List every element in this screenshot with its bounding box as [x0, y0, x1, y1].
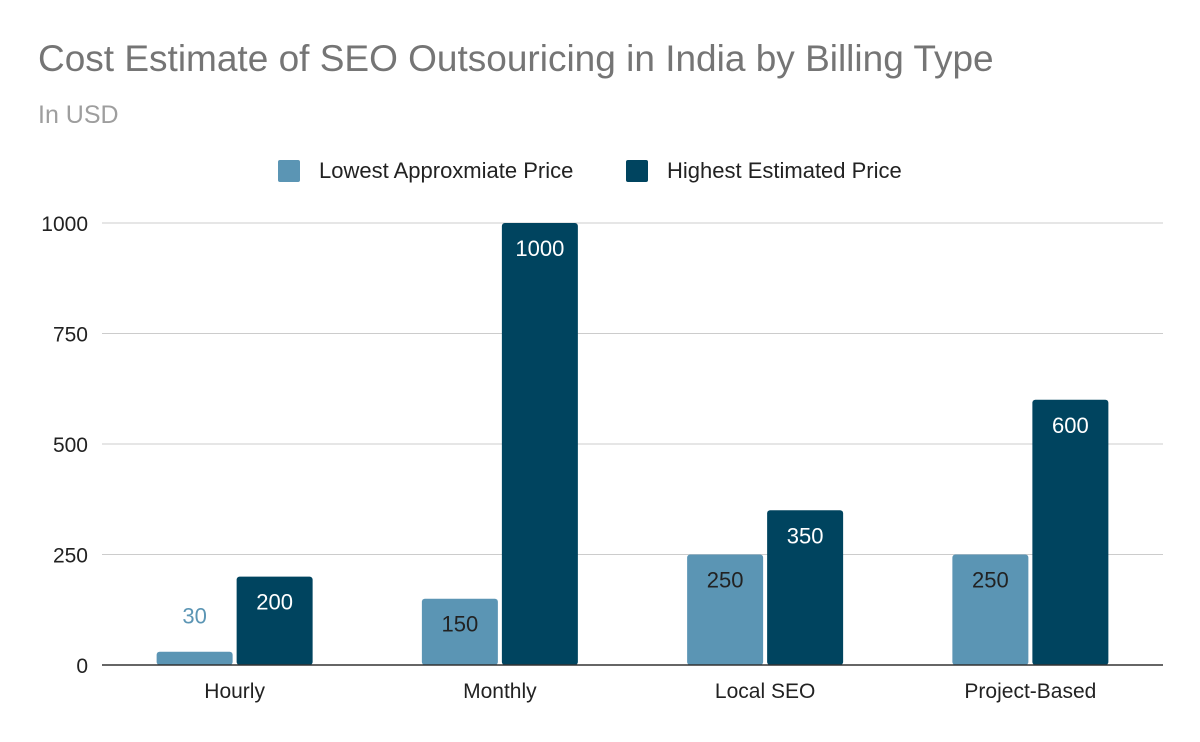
legend-swatch-lowest — [278, 160, 300, 182]
data-label: 600 — [1052, 413, 1089, 438]
data-label: 150 — [442, 612, 479, 637]
bar-highest — [236, 576, 313, 665]
legend-item-highest: Highest Estimated Price — [626, 156, 902, 186]
bar-lowest — [421, 598, 498, 665]
bar-highest — [1032, 399, 1109, 665]
y-tick-label: 750 — [53, 324, 88, 347]
bar-lowest — [952, 554, 1029, 665]
bar-highest — [767, 510, 844, 665]
legend-label-lowest: Lowest Approxmiate Price — [319, 158, 574, 183]
data-label: 200 — [256, 590, 293, 615]
legend-label-highest: Highest Estimated Price — [667, 158, 902, 183]
y-tick-label: 0 — [76, 655, 88, 678]
bar-highest — [501, 223, 578, 665]
chart-legend: Lowest Approxmiate Price Highest Estimat… — [0, 156, 1200, 186]
y-tick-label: 250 — [53, 545, 88, 568]
data-label: 250 — [707, 568, 744, 593]
x-tick-label: Local SEO — [715, 680, 815, 703]
data-label: 250 — [972, 568, 1009, 593]
x-tick-label: Project-Based — [964, 680, 1096, 703]
x-tick-label: Hourly — [204, 680, 265, 703]
data-label: 1000 — [515, 236, 564, 261]
y-tick-label: 1000 — [41, 213, 88, 236]
data-label: 30 — [182, 604, 206, 629]
data-label: 350 — [787, 523, 824, 548]
legend-swatch-highest — [626, 160, 648, 182]
chart-subtitle: In USD — [38, 101, 119, 129]
chart-title: Cost Estimate of SEO Outsouricing in Ind… — [38, 38, 994, 79]
x-tick-label: Monthly — [463, 680, 537, 703]
bar-lowest — [687, 554, 764, 665]
y-tick-label: 500 — [53, 434, 88, 457]
legend-item-lowest: Lowest Approxmiate Price — [278, 156, 573, 186]
bar-lowest — [156, 651, 233, 665]
